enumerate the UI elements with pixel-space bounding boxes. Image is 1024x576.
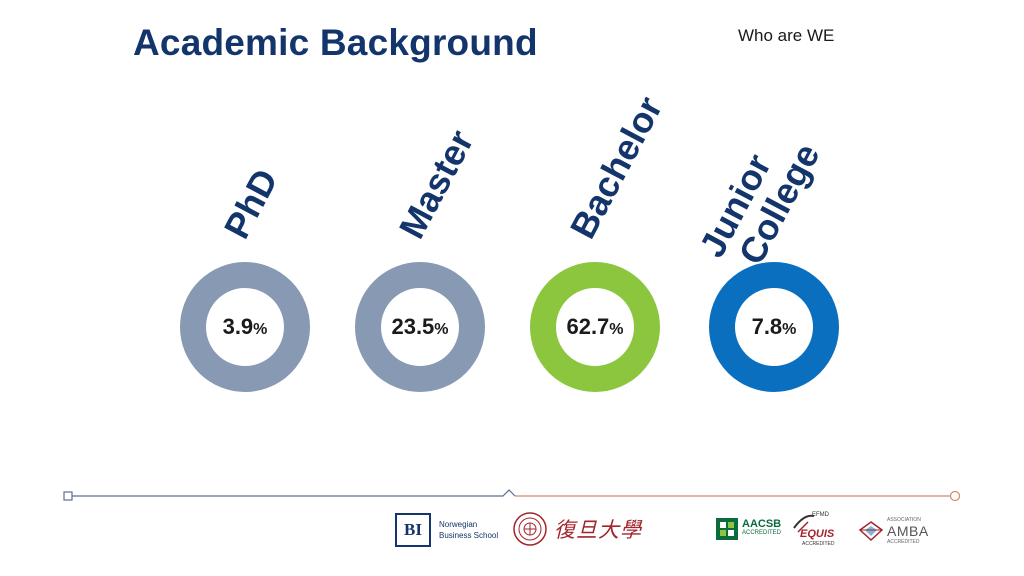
aacsb-logo: AACSB ACCREDITED [716, 518, 781, 540]
amba-name: AMBA [887, 523, 929, 539]
amba-top: ASSOCIATION [887, 517, 921, 523]
ring-value-bachelor: 62.7% [565, 314, 625, 340]
ring-bachelor: 62.7% [530, 262, 660, 392]
bi-name: Norwegian Business School [439, 519, 498, 541]
aacsb-sub: ACCREDITED [742, 530, 782, 536]
aacsb-text: AACSB ACCREDITED [742, 518, 782, 538]
bachelor-value: 62.7 [566, 314, 610, 339]
junior-unit: % [782, 321, 797, 338]
ring-value-junior-college: 7.8% [750, 314, 798, 340]
phd-unit: % [253, 321, 268, 338]
fudan-name: 復旦大學 [554, 518, 642, 542]
ring-junior-college: 7.8% [709, 262, 839, 392]
degree-label-junior-college: Junior College [691, 120, 827, 281]
timeline-line-left [72, 489, 516, 497]
fudan-logo: 復旦大學 [512, 511, 642, 547]
phd-value: 3.9 [222, 314, 254, 339]
timeline [63, 489, 961, 502]
ring-phd: 3.9% [180, 262, 310, 392]
page-title: Academic Background [133, 22, 538, 63]
bi-name-line1: Norwegian [439, 520, 478, 529]
ring-value-master: 23.5% [390, 314, 450, 340]
equis-name: EQUIS [800, 528, 835, 540]
amba-text: ASSOCIATION AMBA ACCREDITED [887, 516, 929, 546]
bi-name-line2: Business School [439, 531, 499, 540]
bi-mark: BI [395, 513, 431, 547]
degree-label-master: Master [390, 123, 482, 245]
amba-sub: ACCREDITED [887, 539, 920, 545]
amba-diamond-icon [858, 521, 884, 542]
master-value: 23.5 [391, 314, 435, 339]
ring-value-phd: 3.9% [221, 314, 269, 340]
junior-value: 7.8 [751, 314, 783, 339]
bi-logo: BI Norwegian Business School [395, 513, 498, 547]
equis-top: EFMD [812, 512, 829, 518]
ring-master: 23.5% [355, 262, 485, 392]
equis-sub: ACCREDITED [802, 541, 835, 547]
fudan-seal-icon [513, 512, 547, 546]
section-label: Who are WE [738, 26, 835, 45]
bachelor-unit: % [609, 321, 624, 338]
equis-logo: EFMD EQUIS ACCREDITED [790, 510, 842, 550]
master-unit: % [434, 321, 449, 338]
degree-label-bachelor: Bachelor [561, 89, 671, 245]
degree-label-phd: PhD [215, 162, 286, 245]
amba-logo: ASSOCIATION AMBA ACCREDITED [858, 516, 929, 546]
timeline-end-circle-icon [949, 490, 961, 502]
aacsb-mark-icon [716, 518, 738, 540]
equis-swoosh-icon [793, 514, 815, 533]
timeline-start-square-icon [63, 491, 73, 501]
aacsb-name: AACSB [742, 518, 782, 530]
